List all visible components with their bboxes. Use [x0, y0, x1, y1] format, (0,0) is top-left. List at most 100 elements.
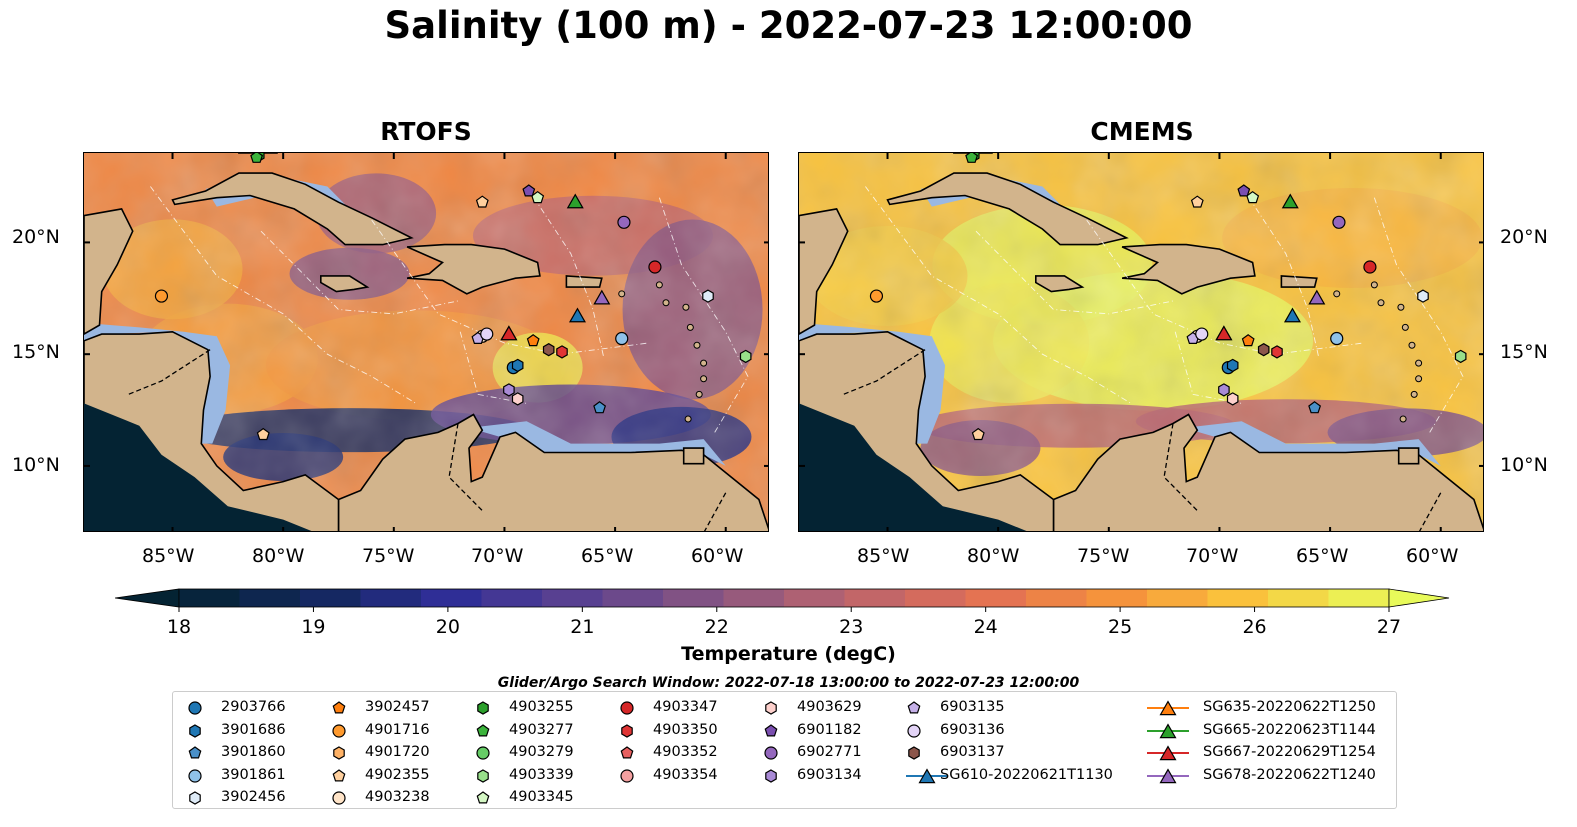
small-island: [1415, 359, 1423, 367]
colorbar-bin: [481, 589, 543, 607]
float-marker: [500, 325, 518, 341]
legend-marker-icon: [908, 746, 920, 760]
lon-label-80w: 80°W: [252, 545, 305, 567]
float-marker: [556, 345, 568, 359]
legend-marker-icon: [620, 701, 634, 715]
colorbar-extend-max: [1388, 588, 1450, 608]
float-marker: [480, 327, 494, 341]
colorbar-bin: [844, 589, 906, 607]
land-yucatan: [84, 208, 134, 336]
float-marker: [503, 383, 515, 397]
small-island: [655, 281, 663, 289]
land-jamaica: [1035, 275, 1085, 293]
small-island: [1333, 290, 1341, 298]
legend-marker-icon: [1147, 767, 1189, 783]
lon-label-75w: 75°W: [362, 545, 415, 567]
float-marker: [971, 427, 985, 441]
legend-label: SG678-20220622T1240: [1203, 766, 1376, 783]
lon-label-85w-right: 85°W: [857, 545, 910, 567]
country-border: [1163, 423, 1198, 512]
legend-marker-icon: [476, 723, 490, 736]
land-southamerica: [1052, 413, 1483, 531]
float-marker: [522, 184, 536, 197]
colorbar-tick-label: 22: [704, 616, 729, 638]
lon-label-85w: 85°W: [142, 545, 195, 567]
eez-boundary: [975, 230, 1176, 315]
lat-label-10n-right: 10°N: [1500, 454, 1548, 476]
legend-label: 3902457: [365, 699, 430, 715]
colorbar-tick-label: 23: [839, 616, 864, 638]
float-marker: [526, 334, 540, 347]
eez-boundary: [658, 197, 749, 433]
float-marker: [1363, 260, 1377, 274]
colorbar-tick-label: 19: [301, 616, 326, 638]
small-island: [695, 390, 703, 398]
colorbar-bin: [300, 589, 361, 607]
lon-label-60w-right: 60°W: [1406, 545, 1459, 567]
colorbar-tick-label: 21: [570, 616, 595, 638]
colorbar-bin: [784, 589, 845, 607]
float-marker: [739, 349, 752, 364]
float-marker: [475, 195, 489, 208]
legend-label: 6901182: [797, 721, 862, 738]
country-border: [448, 423, 483, 512]
legend-marker-icon: [188, 768, 202, 783]
legend-label: 3901686: [221, 721, 286, 738]
eez-boundary: [459, 331, 527, 404]
land-trinidad: [682, 447, 705, 465]
legend-marker-icon: [620, 746, 634, 759]
land-jamaica: [320, 275, 370, 293]
float-marker: [965, 153, 979, 163]
land-southamerica: [337, 413, 768, 531]
legend-label: SG665-20220623T1144: [1203, 721, 1376, 738]
colorbar-bin: [542, 589, 603, 607]
float-marker: [511, 358, 524, 373]
float-marker: [702, 289, 714, 303]
land-puertorico: [1280, 275, 1318, 288]
colorbar-extend-min: [115, 588, 180, 608]
float-marker: [511, 392, 524, 406]
lat-label-15n: 15°N: [12, 341, 60, 363]
legend-label: 4903238: [365, 789, 430, 805]
legend-marker-icon: [764, 723, 778, 736]
legend-label: 3901860: [221, 744, 286, 760]
legend-marker-icon: [188, 746, 202, 759]
small-island: [1415, 375, 1423, 383]
float-marker: [1190, 195, 1204, 208]
colorbar-bin: [1268, 589, 1329, 607]
land-cuba: [171, 172, 414, 246]
float-marker: [1241, 334, 1255, 347]
lat-label-10n: 10°N: [12, 454, 60, 476]
eez-boundary: [865, 186, 1132, 404]
float-marker: [250, 153, 264, 163]
float-marker: [1218, 383, 1230, 397]
colorbar-tick-label: 20: [435, 616, 460, 638]
colorbar-bin: [905, 589, 966, 607]
legend-label: 4901720: [365, 744, 430, 760]
float-marker: [1308, 401, 1322, 414]
land-hispaniola: [406, 243, 541, 295]
legend-marker-icon: [332, 768, 346, 781]
float-marker: [617, 215, 631, 229]
colorbar-bin: [179, 589, 240, 607]
float-marker: [593, 289, 611, 305]
float-marker: [566, 193, 584, 209]
small-island: [1410, 390, 1418, 398]
lon-label-75w-right: 75°W: [1077, 545, 1130, 567]
float-marker: [1417, 289, 1429, 303]
legend-label: 4903345: [509, 789, 574, 805]
small-island: [686, 323, 694, 331]
lon-label-65w-right: 65°W: [1296, 545, 1349, 567]
land-cuba: [886, 172, 1129, 246]
legend-label: 4903350: [653, 721, 718, 738]
legend-marker-icon: [765, 701, 777, 715]
float-marker: [1271, 345, 1283, 359]
legend-label: 4903277: [509, 721, 574, 738]
colorbar-tick-label: 24: [973, 616, 998, 638]
float-marker: [1226, 392, 1239, 406]
float-marker: [568, 307, 586, 323]
lon-label-65w: 65°W: [581, 545, 634, 567]
eez-boundary: [1174, 331, 1242, 404]
legend: 2903766 3901686 3901860 3901861 3902456 39024…: [172, 691, 1397, 809]
small-island: [693, 341, 701, 349]
